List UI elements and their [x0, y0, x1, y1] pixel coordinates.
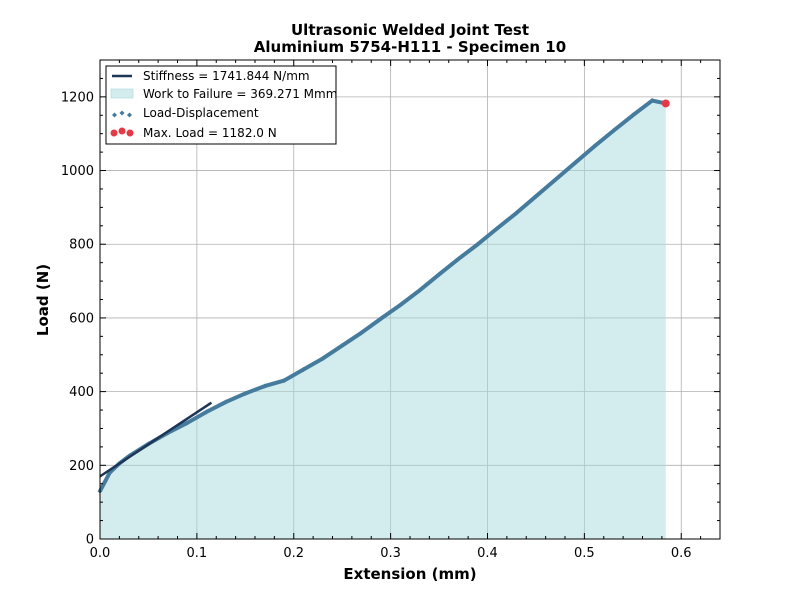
legend-max-label: Max. Load = 1182.0 N [143, 126, 277, 140]
x-tick-label: 0.2 [283, 546, 304, 561]
x-tick-label: 0.4 [477, 546, 498, 561]
y-tick-label: 200 [69, 459, 94, 474]
legend-data-label: Load-Displacement [143, 106, 259, 120]
x-tick-label: 0.0 [90, 546, 111, 561]
data-point [436, 271, 442, 277]
data-point [591, 144, 597, 150]
data-point [102, 479, 108, 485]
data-point [397, 302, 403, 308]
data-point [281, 378, 287, 384]
load-displacement-points [97, 98, 669, 494]
data-point [223, 399, 229, 405]
data-point [262, 383, 268, 389]
y-tick-label: 600 [69, 311, 94, 326]
data-point [417, 287, 423, 293]
data-point [359, 330, 365, 336]
y-tick-label: 1000 [61, 164, 94, 179]
max-load-point [661, 99, 670, 108]
data-point [184, 420, 190, 426]
data-point [572, 160, 578, 166]
data-point [494, 225, 500, 231]
y-tick-label: 0 [86, 533, 94, 548]
data-point [533, 193, 539, 199]
y-tick-labels: 0 200 400 600 800 1000 1200 [61, 90, 94, 547]
x-tick-labels: 0.0 0.1 0.2 0.3 0.4 0.5 0.6 [90, 546, 692, 561]
plot-area [97, 59, 721, 540]
x-axis-label: Extension (mm) [343, 565, 476, 583]
legend-max-swatch [110, 127, 134, 137]
x-tick-label: 0.5 [574, 546, 595, 561]
stiffness-line [99, 401, 213, 478]
y-tick-label: 800 [69, 238, 94, 253]
y-axis-label: Load (N) [34, 264, 52, 336]
legend: Stiffness = 1741.844 N/mm Work to Failur… [105, 65, 337, 145]
axis-ticks [99, 59, 721, 540]
data-point [649, 98, 655, 104]
data-point [320, 355, 326, 361]
data-point [610, 128, 616, 134]
legend-stiffness-label: Stiffness = 1741.844 N/mm [143, 69, 310, 83]
y-tick-label: 400 [69, 385, 94, 400]
legend-work-label: Work to Failure = 369.271 Mmm [143, 87, 337, 101]
legend-frame [105, 65, 337, 145]
x-tick-label: 0.1 [187, 546, 208, 561]
data-point [378, 316, 384, 322]
data-point [242, 390, 248, 396]
chart-title-line2: Aluminium 5754-H111 - Specimen 10 [254, 38, 566, 56]
legend-data-swatch [112, 110, 132, 118]
data-point [339, 343, 345, 349]
data-point [204, 409, 210, 415]
data-point [300, 367, 306, 373]
y-tick-label: 1200 [61, 90, 94, 105]
data-point [455, 256, 461, 262]
data-point [514, 210, 520, 216]
x-tick-label: 0.6 [671, 546, 692, 561]
legend-work-swatch [110, 88, 134, 99]
x-tick-label: 0.3 [380, 546, 401, 561]
data-point [475, 241, 481, 247]
data-point [552, 177, 558, 183]
chart-title-line1: Ultrasonic Welded Joint Test [291, 21, 529, 39]
work-to-failure-area [100, 100, 666, 540]
data-point [630, 112, 636, 118]
